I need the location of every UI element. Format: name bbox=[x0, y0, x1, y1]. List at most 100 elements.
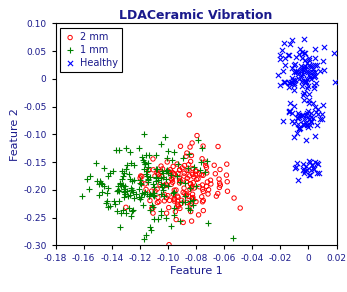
1 mm bbox=[115, 184, 120, 189]
2 mm bbox=[201, 208, 206, 213]
2 mm bbox=[166, 242, 172, 247]
Healthy bbox=[300, 72, 305, 76]
1 mm bbox=[171, 213, 176, 217]
1 mm bbox=[158, 208, 164, 213]
1 mm bbox=[180, 156, 186, 161]
2 mm bbox=[193, 168, 198, 173]
Point bbox=[320, 111, 325, 116]
Point bbox=[287, 110, 292, 114]
1 mm bbox=[171, 150, 177, 154]
1 mm bbox=[177, 179, 183, 184]
Healthy bbox=[290, 77, 295, 82]
Point bbox=[313, 110, 319, 114]
2 mm bbox=[201, 189, 206, 194]
2 mm bbox=[225, 189, 230, 194]
2 mm bbox=[177, 181, 182, 185]
1 mm bbox=[183, 194, 188, 199]
1 mm bbox=[99, 190, 104, 194]
1 mm bbox=[114, 209, 120, 213]
1 mm bbox=[154, 178, 159, 183]
1 mm bbox=[128, 160, 134, 165]
1 mm bbox=[188, 199, 193, 203]
Point bbox=[301, 171, 307, 176]
2 mm bbox=[182, 191, 188, 196]
1 mm bbox=[102, 184, 107, 188]
2 mm bbox=[180, 190, 186, 195]
Healthy bbox=[312, 73, 317, 78]
Healthy bbox=[280, 68, 286, 73]
Healthy bbox=[289, 65, 295, 70]
1 mm bbox=[112, 201, 118, 206]
1 mm bbox=[158, 142, 164, 146]
Healthy bbox=[301, 78, 306, 83]
Healthy bbox=[299, 84, 305, 88]
1 mm bbox=[186, 151, 192, 156]
1 mm bbox=[185, 166, 191, 170]
1 mm bbox=[125, 188, 130, 193]
Healthy bbox=[299, 55, 305, 60]
Point bbox=[291, 121, 297, 125]
1 mm bbox=[171, 190, 177, 194]
1 mm bbox=[192, 164, 197, 169]
Point bbox=[308, 167, 313, 172]
2 mm bbox=[163, 195, 169, 200]
2 mm bbox=[189, 219, 194, 223]
Healthy bbox=[305, 70, 311, 74]
1 mm bbox=[183, 180, 188, 185]
1 mm bbox=[137, 178, 143, 182]
2 mm bbox=[169, 182, 174, 187]
1 mm bbox=[171, 206, 177, 210]
2 mm bbox=[184, 168, 190, 173]
2 mm bbox=[212, 171, 218, 176]
2 mm bbox=[164, 211, 169, 215]
1 mm bbox=[140, 203, 146, 207]
Point bbox=[280, 119, 286, 123]
1 mm bbox=[130, 209, 135, 213]
1 mm bbox=[162, 134, 168, 139]
Point bbox=[295, 131, 300, 135]
2 mm bbox=[171, 192, 176, 197]
Healthy bbox=[305, 69, 310, 74]
2 mm bbox=[171, 171, 176, 176]
2 mm bbox=[189, 196, 195, 201]
Healthy bbox=[307, 63, 313, 68]
2 mm bbox=[190, 172, 195, 177]
2 mm bbox=[200, 144, 206, 148]
Healthy bbox=[317, 69, 322, 73]
1 mm bbox=[128, 214, 134, 219]
2 mm bbox=[170, 175, 176, 180]
Point bbox=[310, 115, 315, 120]
1 mm bbox=[96, 192, 101, 197]
1 mm bbox=[159, 169, 165, 173]
Point bbox=[309, 163, 314, 168]
2 mm bbox=[217, 167, 223, 172]
1 mm bbox=[123, 145, 129, 150]
2 mm bbox=[177, 175, 182, 180]
Point bbox=[293, 165, 299, 170]
1 mm bbox=[117, 225, 123, 229]
2 mm bbox=[188, 181, 193, 186]
2 mm bbox=[181, 171, 187, 175]
1 mm bbox=[163, 176, 169, 181]
2 mm bbox=[217, 181, 222, 185]
Healthy bbox=[332, 80, 338, 85]
2 mm bbox=[184, 151, 190, 155]
2 mm bbox=[186, 112, 192, 117]
2 mm bbox=[190, 195, 196, 200]
2 mm bbox=[166, 205, 171, 210]
2 mm bbox=[177, 167, 183, 172]
1 mm bbox=[120, 183, 126, 187]
1 mm bbox=[128, 188, 134, 192]
1 mm bbox=[151, 190, 157, 195]
2 mm bbox=[154, 187, 160, 191]
Healthy bbox=[293, 69, 299, 74]
1 mm bbox=[116, 199, 121, 204]
Healthy bbox=[301, 68, 307, 73]
2 mm bbox=[204, 184, 209, 189]
1 mm bbox=[120, 208, 125, 213]
Healthy bbox=[304, 79, 309, 84]
1 mm bbox=[93, 161, 99, 166]
Point bbox=[307, 123, 313, 127]
Healthy bbox=[302, 64, 307, 68]
Point bbox=[306, 101, 312, 106]
